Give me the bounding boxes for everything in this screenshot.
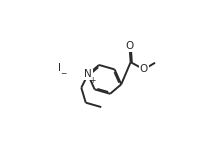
Text: I: I: [57, 63, 60, 73]
Text: N: N: [84, 69, 91, 79]
Text: −: −: [60, 69, 67, 78]
Text: +: +: [88, 76, 95, 85]
Text: O: O: [125, 41, 133, 51]
Text: O: O: [139, 64, 147, 74]
